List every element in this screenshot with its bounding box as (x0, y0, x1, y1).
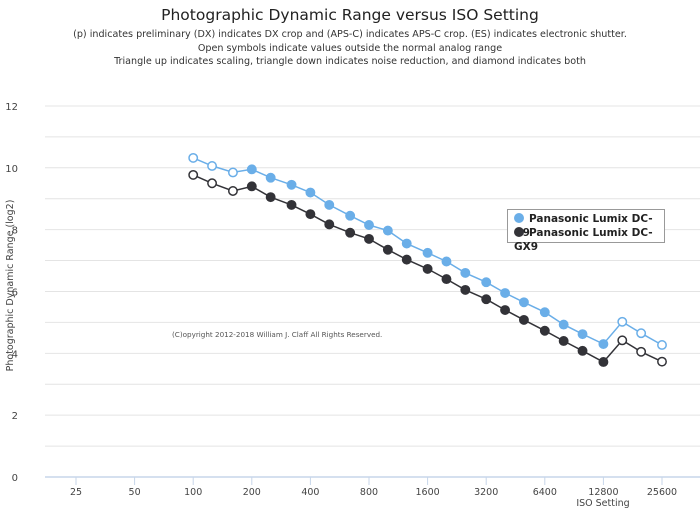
data-point-g9 (518, 297, 529, 308)
data-point-gx9 (577, 345, 588, 356)
x-tick-label: 6400 (533, 487, 557, 498)
data-point-gx9 (207, 178, 218, 189)
data-point-gx9 (518, 314, 529, 325)
data-point-g9 (324, 199, 335, 210)
x-tick-label: 25 (70, 487, 82, 498)
chart-subtitle-1: (p) indicates preliminary (DX) indicates… (73, 29, 627, 40)
data-point-gx9 (657, 356, 667, 367)
data-point-g9 (500, 288, 511, 298)
data-point-gx9 (345, 227, 356, 238)
data-point-g9 (227, 167, 238, 178)
legend-item-g9[interactable]: Panasonic Lumix DC-G9 (514, 212, 664, 239)
data-point-gx9 (401, 254, 412, 265)
copyright-annotation: (C)opyright 2012-2018 William J. Claff A… (172, 330, 383, 339)
data-point-gx9 (286, 199, 297, 210)
data-point-gx9 (265, 192, 276, 203)
data-point-gx9 (617, 335, 628, 346)
y-tick-label: 8 (12, 226, 18, 237)
y-tick-label: 6 (12, 287, 18, 298)
data-point-gx9 (539, 325, 550, 336)
x-tick-label: 100 (184, 487, 202, 498)
data-point-g9 (401, 238, 412, 249)
data-point-gx9 (364, 233, 374, 244)
data-point-g9 (188, 152, 199, 163)
y-tick-label: 2 (12, 411, 18, 422)
data-point-g9 (481, 277, 492, 288)
y-axis-title: Photographic Dynamic Range (log2) (5, 200, 16, 372)
data-point-g9 (345, 210, 356, 221)
data-point-g9 (558, 319, 569, 330)
data-point-gx9 (324, 219, 335, 230)
data-point-gx9 (481, 294, 492, 305)
data-point-g9 (265, 172, 276, 183)
data-point-g9 (617, 316, 628, 327)
data-point-g9 (441, 256, 452, 267)
data-point-g9 (207, 160, 218, 171)
y-tick-label: 4 (12, 349, 18, 360)
data-point-gx9 (305, 209, 316, 220)
x-tick-label: 1600 (416, 487, 440, 498)
x-tick-label: 800 (360, 487, 378, 498)
chart-legend: Panasonic Lumix DC-G9 Panasonic Lumix DC… (507, 209, 665, 253)
y-tick-label: 10 (5, 164, 18, 175)
data-point-gx9 (460, 284, 471, 295)
y-tick-label: 0 (12, 473, 18, 484)
data-point-g9 (460, 267, 471, 278)
legend-item-gx9[interactable]: Panasonic Lumix DC-GX9 (514, 226, 664, 253)
legend-marker-g9 (514, 213, 524, 223)
data-point-g9 (382, 225, 393, 236)
data-point-gx9 (500, 305, 511, 315)
data-point-g9 (539, 307, 550, 318)
x-axis-title: ISO Setting (576, 498, 629, 509)
data-point-gx9 (558, 336, 569, 346)
data-point-g9 (305, 187, 316, 198)
data-point-g9 (577, 329, 588, 340)
data-point-g9 (246, 164, 257, 175)
x-tick-label: 3200 (474, 487, 498, 498)
chart-title: Photographic Dynamic Range versus ISO Se… (161, 6, 539, 24)
data-point-gx9 (246, 181, 257, 192)
data-point-g9 (657, 340, 667, 350)
data-point-gx9 (422, 263, 433, 274)
data-point-gx9 (598, 357, 609, 367)
x-tick-label: 400 (301, 487, 319, 498)
chart-subtitle-2: Open symbols indicate values outside the… (197, 43, 503, 54)
data-point-g9 (364, 220, 374, 230)
data-point-g9 (636, 328, 647, 339)
legend-marker-gx9 (514, 227, 524, 237)
data-point-gx9 (188, 169, 199, 180)
x-tick-label: 50 (129, 487, 141, 498)
data-point-gx9 (382, 244, 393, 255)
data-point-gx9 (441, 274, 452, 285)
x-tick-label: 200 (243, 487, 261, 498)
data-point-g9 (422, 247, 433, 258)
y-tick-label: 12 (5, 102, 18, 113)
data-point-g9 (286, 179, 297, 190)
data-point-gx9 (636, 346, 647, 357)
data-point-gx9 (227, 186, 238, 196)
chart-subtitle-3: Triangle up indicates scaling, triangle … (114, 56, 586, 67)
legend-label-gx9: Panasonic Lumix DC-GX9 (514, 227, 653, 253)
data-point-g9 (598, 339, 609, 349)
x-tick-label: 12800 (588, 487, 618, 498)
x-tick-label: 25600 (647, 487, 677, 498)
